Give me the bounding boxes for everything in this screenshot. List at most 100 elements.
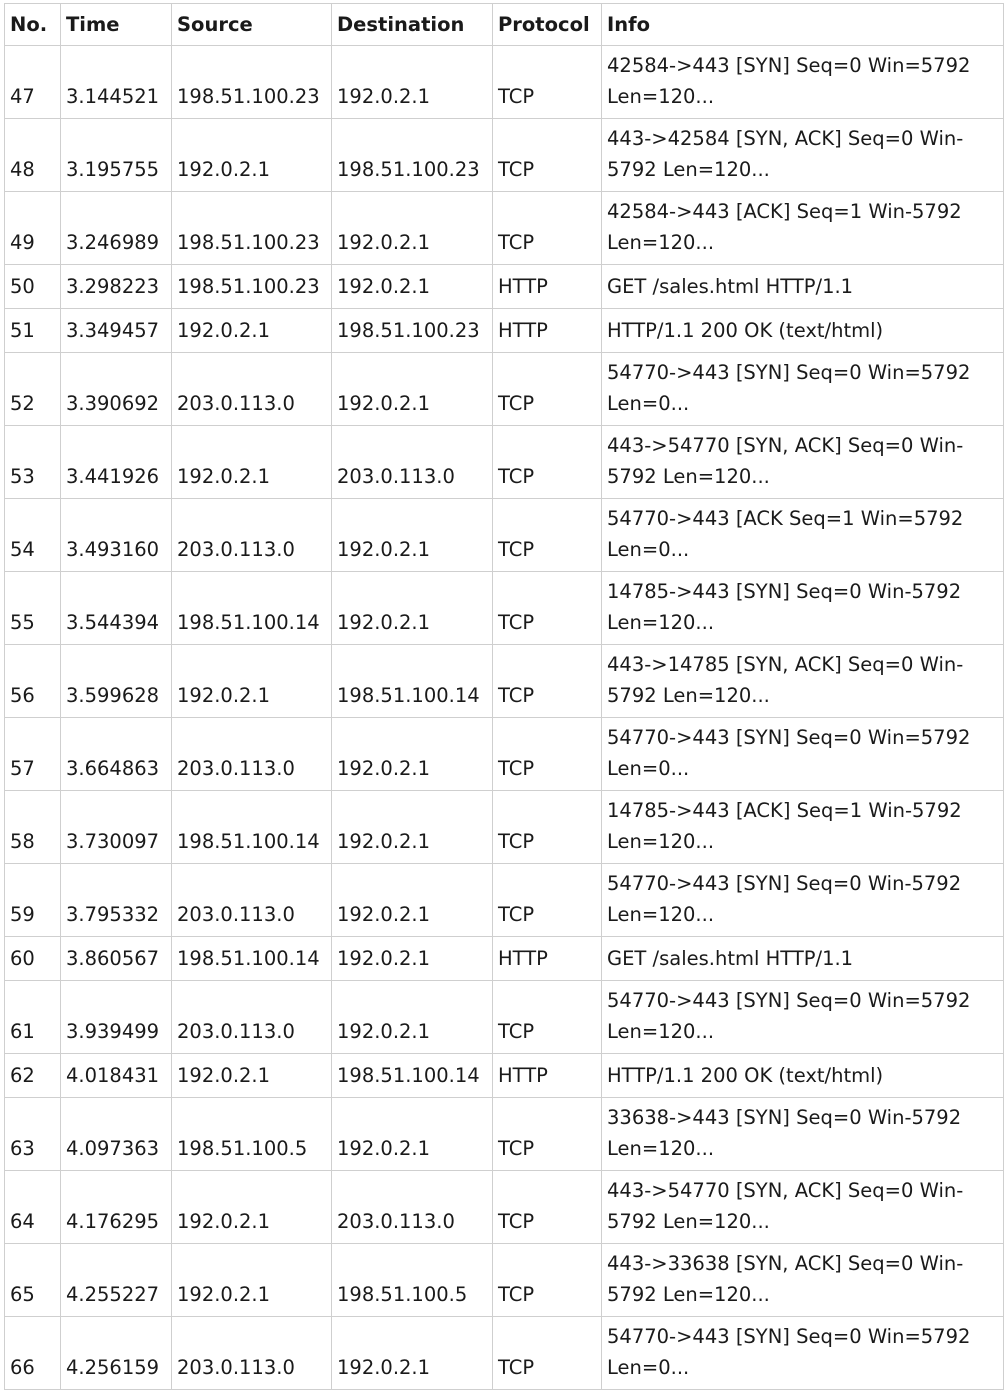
packet-row[interactable]: 51 3.349457 192.0.2.1 198.51.100.23 HTTP HTTP… bbox=[4, 308, 1004, 353]
packet-protocol: TCP bbox=[492, 1243, 602, 1317]
packet-destination: 198.51.100.23 bbox=[331, 308, 493, 353]
packet-list-table: No. Time Source Destination Protocol Inf… bbox=[4, 3, 1004, 1390]
column-header-destination[interactable]: Destination bbox=[331, 3, 493, 46]
packet-protocol: TCP bbox=[492, 790, 602, 864]
packet-destination: 192.0.2.1 bbox=[331, 498, 493, 572]
packet-number: 64 bbox=[4, 1170, 61, 1244]
packet-source: 203.0.113.0 bbox=[171, 717, 332, 791]
packet-row[interactable]: 60 3.860567 198.51.100.14 192.0.2.1 HTTP GET … bbox=[4, 936, 1004, 981]
packet-info: 443->14785 [SYN, ACK] Seq=0 Win-5792 Len… bbox=[601, 644, 1004, 718]
packet-time: 3.493160 bbox=[60, 498, 172, 572]
column-header-time[interactable]: Time bbox=[60, 3, 172, 46]
packet-number: 48 bbox=[4, 118, 61, 192]
packet-info: 54770->443 [SYN] Seq=0 Win=5792 Len=0... bbox=[601, 717, 1004, 791]
packet-destination: 192.0.2.1 bbox=[331, 45, 493, 119]
packet-number: 59 bbox=[4, 863, 61, 937]
packet-protocol: TCP bbox=[492, 498, 602, 572]
packet-row[interactable]: 59 3.795332 203.0.113.0 192.0.2.1 TCP 54770->… bbox=[4, 863, 1004, 937]
packet-protocol: HTTP bbox=[492, 264, 602, 309]
packet-time: 3.795332 bbox=[60, 863, 172, 937]
packet-destination: 192.0.2.1 bbox=[331, 1316, 493, 1390]
packet-time: 3.246989 bbox=[60, 191, 172, 265]
packet-destination: 192.0.2.1 bbox=[331, 191, 493, 265]
packet-time: 4.176295 bbox=[60, 1170, 172, 1244]
packet-row[interactable]: 61 3.939499 203.0.113.0 192.0.2.1 TCP 54770->… bbox=[4, 980, 1004, 1054]
packet-number: 49 bbox=[4, 191, 61, 265]
column-header-protocol[interactable]: Protocol bbox=[492, 3, 602, 46]
packet-info: 443->42584 [SYN, ACK] Seq=0 Win-5792 Len… bbox=[601, 118, 1004, 192]
packet-protocol: TCP bbox=[492, 1316, 602, 1390]
packet-protocol: HTTP bbox=[492, 308, 602, 353]
packet-time: 3.390692 bbox=[60, 352, 172, 426]
packet-protocol: TCP bbox=[492, 863, 602, 937]
packet-protocol: TCP bbox=[492, 118, 602, 192]
packet-row[interactable]: 56 3.599628 192.0.2.1 198.51.100.14 TCP 443->… bbox=[4, 644, 1004, 718]
packet-number: 55 bbox=[4, 571, 61, 645]
column-header-no[interactable]: No. bbox=[4, 3, 61, 46]
packet-time: 3.441926 bbox=[60, 425, 172, 499]
packet-source: 203.0.113.0 bbox=[171, 352, 332, 426]
packet-row[interactable]: 66 4.256159 203.0.113.0 192.0.2.1 TCP 54770->… bbox=[4, 1316, 1004, 1390]
packet-number: 61 bbox=[4, 980, 61, 1054]
packet-row[interactable]: 48 3.195755 192.0.2.1 198.51.100.23 TCP 443->… bbox=[4, 118, 1004, 192]
packet-time: 3.860567 bbox=[60, 936, 172, 981]
packet-number: 63 bbox=[4, 1097, 61, 1171]
packet-row[interactable]: 65 4.255227 192.0.2.1 198.51.100.5 TCP 443->3… bbox=[4, 1243, 1004, 1317]
packet-source: 198.51.100.23 bbox=[171, 191, 332, 265]
column-header-source[interactable]: Source bbox=[171, 3, 332, 46]
packet-protocol: TCP bbox=[492, 352, 602, 426]
packet-info: 54770->443 [ACK Seq=1 Win=5792 Len=0... bbox=[601, 498, 1004, 572]
column-header-info[interactable]: Info bbox=[601, 3, 1004, 46]
packet-destination: 198.51.100.23 bbox=[331, 118, 493, 192]
packet-source: 198.51.100.23 bbox=[171, 264, 332, 309]
packet-number: 52 bbox=[4, 352, 61, 426]
packet-row[interactable]: 64 4.176295 192.0.2.1 203.0.113.0 TCP 443->54… bbox=[4, 1170, 1004, 1244]
packet-info: 443->33638 [SYN, ACK] Seq=0 Win-5792 Len… bbox=[601, 1243, 1004, 1317]
packet-source: 203.0.113.0 bbox=[171, 498, 332, 572]
packet-number: 56 bbox=[4, 644, 61, 718]
packet-time: 4.097363 bbox=[60, 1097, 172, 1171]
packet-number: 53 bbox=[4, 425, 61, 499]
packet-source: 198.51.100.14 bbox=[171, 790, 332, 864]
packet-row[interactable]: 55 3.544394 198.51.100.14 192.0.2.1 TCP 14785… bbox=[4, 571, 1004, 645]
packet-protocol: HTTP bbox=[492, 936, 602, 981]
packet-info: 14785->443 [SYN] Seq=0 Win-5792 Len=120.… bbox=[601, 571, 1004, 645]
packet-protocol: TCP bbox=[492, 1170, 602, 1244]
packet-source: 192.0.2.1 bbox=[171, 118, 332, 192]
packet-row[interactable]: 50 3.298223 198.51.100.23 192.0.2.1 HTTP GET … bbox=[4, 264, 1004, 309]
packet-info: 54770->443 [SYN] Seq=0 Win=5792 Len=120.… bbox=[601, 980, 1004, 1054]
packet-source: 192.0.2.1 bbox=[171, 1170, 332, 1244]
packet-row[interactable]: 49 3.246989 198.51.100.23 192.0.2.1 TCP 42584… bbox=[4, 191, 1004, 265]
packet-source: 198.51.100.14 bbox=[171, 571, 332, 645]
packet-info: 54770->443 [SYN] Seq=0 Win=5792 Len=0... bbox=[601, 1316, 1004, 1390]
packet-row[interactable]: 47 3.144521 198.51.100.23 192.0.2.1 TCP 42584… bbox=[4, 45, 1004, 119]
packet-number: 62 bbox=[4, 1053, 61, 1098]
packet-row[interactable]: 54 3.493160 203.0.113.0 192.0.2.1 TCP 54770->… bbox=[4, 498, 1004, 572]
packet-destination: 192.0.2.1 bbox=[331, 790, 493, 864]
packet-number: 47 bbox=[4, 45, 61, 119]
packet-time: 4.255227 bbox=[60, 1243, 172, 1317]
packet-time: 3.144521 bbox=[60, 45, 172, 119]
packet-number: 66 bbox=[4, 1316, 61, 1390]
packet-time: 3.939499 bbox=[60, 980, 172, 1054]
packet-info: GET /sales.html HTTP/1.1 bbox=[601, 936, 1004, 981]
packet-protocol: TCP bbox=[492, 45, 602, 119]
packet-row[interactable]: 58 3.730097 198.51.100.14 192.0.2.1 TCP 14785… bbox=[4, 790, 1004, 864]
header-row: No. Time Source Destination Protocol Inf… bbox=[4, 3, 1004, 46]
packet-time: 3.664863 bbox=[60, 717, 172, 791]
packet-row[interactable]: 62 4.018431 192.0.2.1 198.51.100.14 HTTP HTTP… bbox=[4, 1053, 1004, 1098]
packet-row[interactable]: 52 3.390692 203.0.113.0 192.0.2.1 TCP 54770->… bbox=[4, 352, 1004, 426]
packet-protocol: TCP bbox=[492, 191, 602, 265]
packet-info: HTTP/1.1 200 OK (text/html) bbox=[601, 308, 1004, 353]
packet-row[interactable]: 53 3.441926 192.0.2.1 203.0.113.0 TCP 443->54… bbox=[4, 425, 1004, 499]
packet-destination: 192.0.2.1 bbox=[331, 863, 493, 937]
packet-row[interactable]: 57 3.664863 203.0.113.0 192.0.2.1 TCP 54770->… bbox=[4, 717, 1004, 791]
packet-time: 3.599628 bbox=[60, 644, 172, 718]
packet-protocol: TCP bbox=[492, 425, 602, 499]
packet-number: 50 bbox=[4, 264, 61, 309]
packet-number: 60 bbox=[4, 936, 61, 981]
packet-number: 54 bbox=[4, 498, 61, 572]
packet-row[interactable]: 63 4.097363 198.51.100.5 192.0.2.1 TCP 33638-… bbox=[4, 1097, 1004, 1171]
packet-destination: 198.51.100.14 bbox=[331, 1053, 493, 1098]
packet-source: 192.0.2.1 bbox=[171, 644, 332, 718]
